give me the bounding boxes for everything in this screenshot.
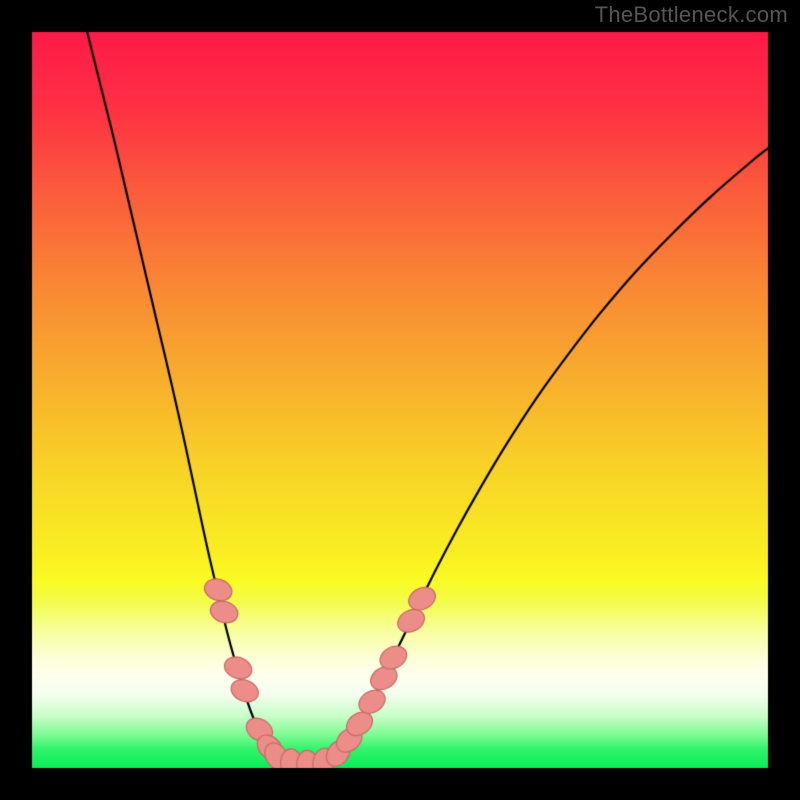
watermark-text: TheBottleneck.com — [595, 2, 788, 28]
chart-canvas — [0, 0, 800, 800]
chart-stage: TheBottleneck.com — [0, 0, 800, 800]
